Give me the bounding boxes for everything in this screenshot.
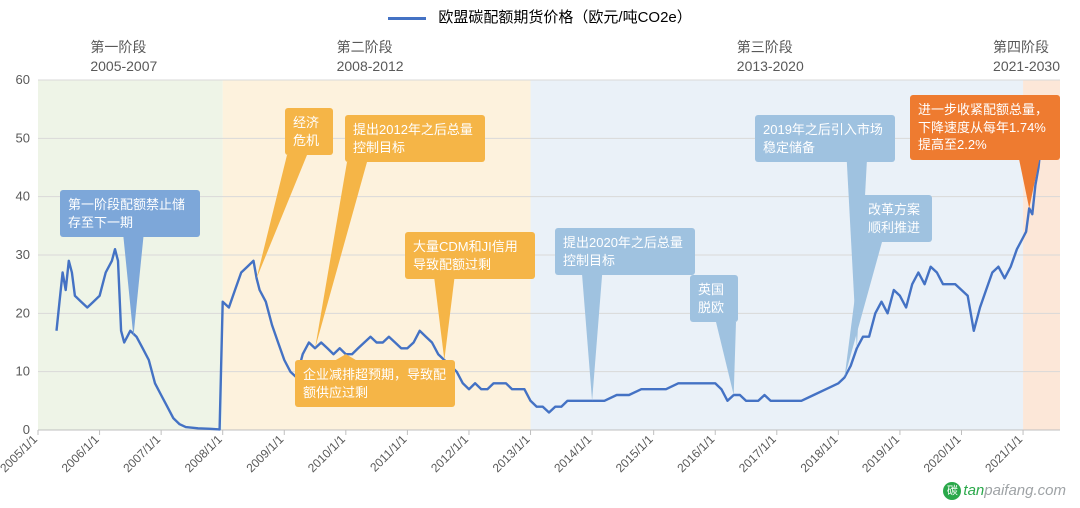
phase-name: 第三阶段: [737, 38, 804, 57]
annotation-callout: 企业减排超预期，导致配额供应过剩: [295, 360, 455, 407]
x-tick-label: 2007/1/1: [120, 432, 163, 475]
annotation-callout: 第一阶段配额禁止储存至下一期: [60, 190, 200, 237]
x-tick-label: 2012/1/1: [428, 432, 471, 475]
x-tick-label: 2014/1/1: [551, 432, 594, 475]
plot-svg: 01020304050602005/1/12006/1/12007/1/1200…: [0, 0, 1080, 508]
watermark: 碳tanpaifang.com: [943, 482, 1066, 500]
annotation-callout: 提出2020年之后总量控制目标: [555, 228, 695, 275]
x-tick-label: 2009/1/1: [243, 432, 286, 475]
watermark-badge: 碳: [943, 482, 961, 500]
x-tick-label: 2016/1/1: [674, 432, 717, 475]
annotation-callout: 2019年之后引入市场稳定储备: [755, 115, 895, 162]
annotation-callout: 大量CDM和JI信用导致配额过剩: [405, 232, 535, 279]
x-tick-label: 2020/1/1: [921, 432, 964, 475]
phase-header: 第四阶段2021-2030: [993, 38, 1060, 76]
phase-header: 第三阶段2013-2020: [737, 38, 804, 76]
y-tick-label: 40: [16, 189, 30, 204]
x-tick-label: 2017/1/1: [736, 432, 779, 475]
phase-name: 第一阶段: [90, 38, 157, 57]
x-tick-label: 2015/1/1: [613, 432, 656, 475]
y-tick-label: 60: [16, 72, 30, 87]
phase-years: 2013-2020: [737, 57, 804, 76]
phase-header: 第一阶段2005-2007: [90, 38, 157, 76]
phase-name: 第四阶段: [993, 38, 1060, 57]
y-tick-label: 30: [16, 247, 30, 262]
x-tick-label: 2006/1/1: [59, 432, 102, 475]
x-tick-label: 2010/1/1: [305, 432, 348, 475]
x-tick-label: 2013/1/1: [490, 432, 533, 475]
annotation-callout: 经济危机: [285, 108, 333, 155]
phase-years: 2008-2012: [337, 57, 404, 76]
y-tick-label: 20: [16, 305, 30, 320]
y-tick-label: 10: [16, 364, 30, 379]
phase-years: 2005-2007: [90, 57, 157, 76]
annotation-callout: 英国脱欧: [690, 275, 738, 322]
x-tick-label: 2008/1/1: [182, 432, 225, 475]
y-tick-label: 50: [16, 130, 30, 145]
x-tick-label: 2021/1/1: [982, 432, 1025, 475]
annotation-callout: 改革方案顺利推进: [860, 195, 932, 242]
watermark-gray: paifang.com: [984, 482, 1066, 499]
phase-name: 第二阶段: [337, 38, 404, 57]
chart-container: 欧盟碳配额期货价格（欧元/吨CO2e） 01020304050602005/1/…: [0, 0, 1080, 508]
phase-years: 2021-2030: [993, 57, 1060, 76]
annotation-callout: 提出2012年之后总量控制目标: [345, 115, 485, 162]
annotation-callout: 进一步收紧配额总量，下降速度从每年1.74%提高至2.2%: [910, 95, 1060, 160]
x-tick-label: 2011/1/1: [367, 432, 410, 475]
watermark-green: tan: [963, 482, 984, 499]
phase-header: 第二阶段2008-2012: [337, 38, 404, 76]
x-tick-label: 2019/1/1: [859, 432, 902, 475]
x-tick-label: 2018/1/1: [798, 432, 841, 475]
x-tick-label: 2005/1/1: [0, 432, 40, 475]
